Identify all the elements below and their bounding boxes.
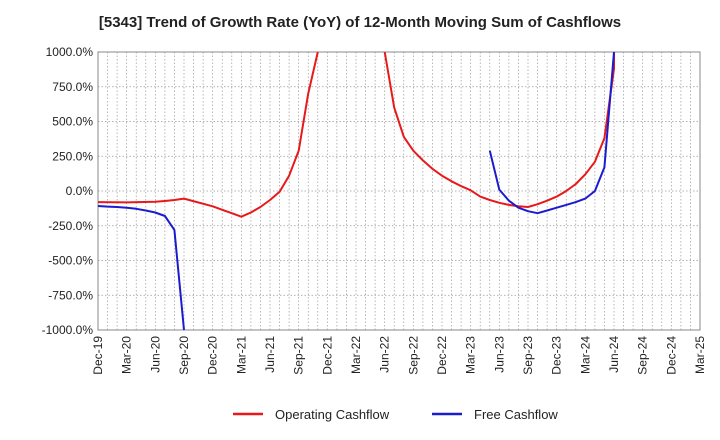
plot-frame <box>97 51 701 331</box>
y-tick-label: -750.0% <box>48 288 93 302</box>
series-line-free-cashflow <box>97 205 185 331</box>
series-line-operating-cashflow <box>97 51 319 218</box>
x-tick-label: Dec-24 <box>664 336 678 375</box>
y-tick-label: 1000.0% <box>46 45 94 59</box>
x-tick-label: Mar-24 <box>578 336 592 374</box>
series-line-free-cashflow <box>488 51 615 215</box>
x-axis-ticks: Dec-19 Mar-20 Jun-20 Sep-20 Dec-20 Mar-21 Jun-… <box>91 336 707 375</box>
x-tick-label: Dec-21 <box>320 336 334 375</box>
y-tick-label: 250.0% <box>52 149 93 163</box>
y-tick-label: 0.0% <box>66 184 94 198</box>
x-tick-label: Dec-20 <box>206 336 220 375</box>
x-tick-label: Jun-23 <box>492 336 506 373</box>
series-lines <box>97 51 615 331</box>
x-tick-label: Jun-22 <box>378 336 392 373</box>
x-tick-label: Dec-23 <box>550 336 564 375</box>
y-tick-label: -250.0% <box>48 219 93 233</box>
x-tick-label: Mar-23 <box>464 336 478 374</box>
x-tick-label: Jun-24 <box>607 336 621 373</box>
chart-title: [5343] Trend of Growth Rate (YoY) of 12-… <box>98 14 622 31</box>
y-tick-label: -500.0% <box>48 254 93 268</box>
x-tick-label: Jun-21 <box>263 336 277 373</box>
x-tick-label: Sep-20 <box>177 336 191 375</box>
y-tick-label: -1000.0% <box>42 323 94 337</box>
y-tick-label: 750.0% <box>52 80 93 94</box>
y-axis-ticks: 1000.0% 750.0% 500.0% 250.0% 0.0% -250.0% -500… <box>42 45 94 337</box>
x-tick-label: Sep-22 <box>406 336 420 375</box>
y-tick-label: 500.0% <box>52 115 93 129</box>
x-tick-label: Sep-21 <box>292 336 306 375</box>
x-tick-label: Dec-19 <box>91 336 105 375</box>
legend-label-free-cashflow: Free Cashflow <box>474 407 558 422</box>
x-tick-label: Mar-25 <box>693 336 707 374</box>
x-tick-label: Sep-23 <box>521 336 535 375</box>
x-tick-label: Dec-22 <box>435 336 449 375</box>
legend-label-operating-cashflow: Operating Cashflow <box>275 407 390 422</box>
x-tick-label: Mar-20 <box>120 336 134 374</box>
x-tick-label: Mar-22 <box>349 336 363 374</box>
x-tick-label: Jun-20 <box>148 336 162 373</box>
series-line-operating-cashflow <box>383 51 615 208</box>
x-tick-label: Mar-21 <box>234 336 248 374</box>
x-tick-label: Sep-24 <box>636 336 650 375</box>
legend: Operating Cashflow Free Cashflow <box>233 407 558 422</box>
